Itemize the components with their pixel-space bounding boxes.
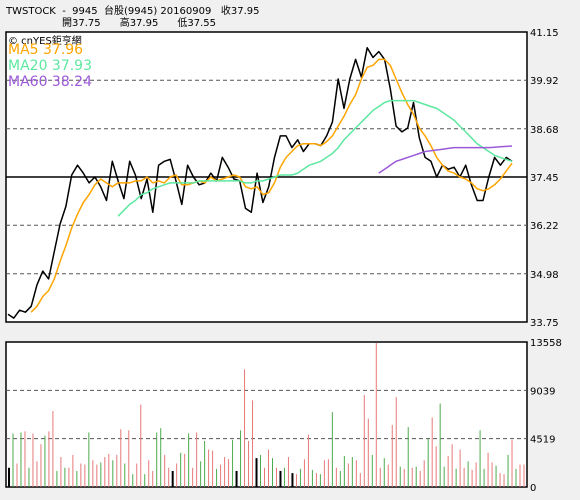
price-tick-label: 41.15 [530,28,559,39]
price-tick-label: 36.22 [530,221,559,232]
legend-ma20: MA20 37.93 [8,58,92,74]
chart-header-line1: TWSTOCK - 9945 台股(9945) 20160909 收37.95 [6,6,260,17]
price-axis: 41.15 39.92 38.68 37.45 36.22 34.98 33.75 [530,28,559,329]
volume-bars [8,342,525,487]
price-tick-label: 34.98 [530,270,559,281]
volume-axis: 13558 9039 4519 0 [530,338,562,494]
price-tick-label: 39.92 [530,76,559,87]
series-ma5 [30,58,513,313]
series-price [7,46,513,319]
volume-tick-label: 9039 [530,386,555,397]
volume-panel-frame [5,341,528,488]
price-tick-label: 37.45 [530,173,559,184]
price-series [7,46,513,319]
watermark: © cnYES鉅亨網 [8,36,82,47]
volume-tick-label: 13558 [530,338,562,349]
price-grid [6,79,527,275]
price-tick-label: 33.75 [530,318,559,329]
series-ma60 [378,145,513,174]
legend-ma5: MA5 37.96 [8,42,84,58]
series-ma20 [117,99,513,217]
price-tick-label: 38.68 [530,125,559,136]
legend-ma60: MA60 38.24 [8,74,92,90]
chart-header-line2: 開37.75 高37.95 低37.55 [62,18,217,29]
volume-tick-label: 4519 [530,435,555,446]
volume-tick-label: 0 [530,483,536,494]
